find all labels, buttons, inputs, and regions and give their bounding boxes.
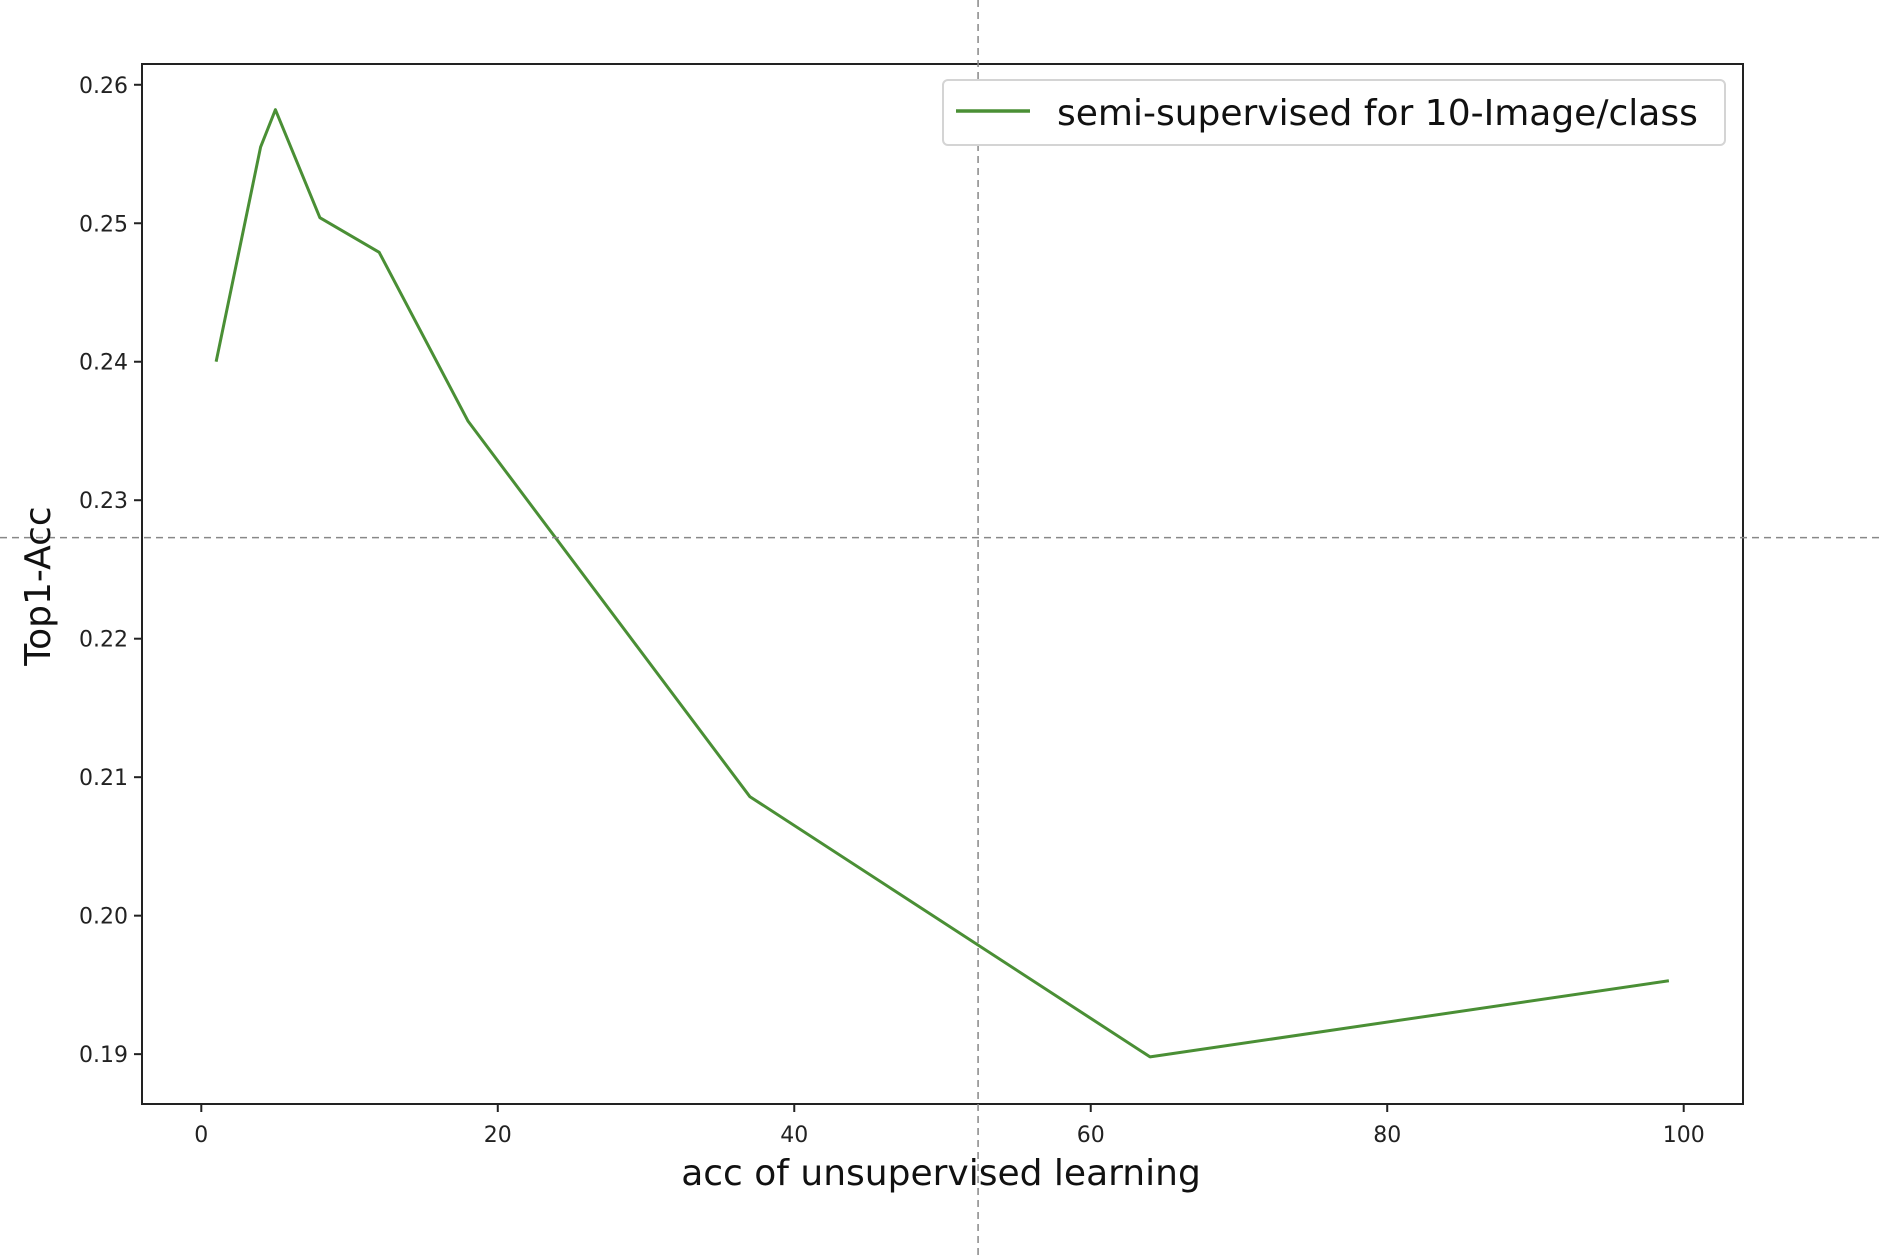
y-axis-label: Top1-Acc — [18, 506, 59, 666]
plot-frame — [141, 63, 1744, 1105]
x-axis-label: acc of unsupervised learning — [681, 1153, 1201, 1194]
x-tick-label: 100 — [1663, 1123, 1705, 1148]
x-tick-label: 0 — [194, 1123, 208, 1148]
y-tick-label: 0.20 — [79, 905, 128, 930]
x-axis: 0 20 40 60 80 100 — [194, 1104, 1705, 1148]
x-tick-label: 40 — [780, 1123, 808, 1148]
x-tick-label: 60 — [1077, 1123, 1105, 1148]
legend-label: semi-supervised for 10-Image/class — [1057, 93, 1698, 134]
legend-box — [942, 79, 1726, 146]
y-tick-label: 0.19 — [79, 1043, 128, 1068]
y-tick-label: 0.25 — [79, 212, 128, 237]
y-axis: 0.19 0.20 0.21 0.22 0.23 0.24 0.25 0.26 — [79, 74, 142, 1068]
y-tick-label: 0.26 — [79, 74, 128, 99]
x-tick-label: 20 — [484, 1123, 512, 1148]
y-tick-label: 0.24 — [79, 351, 128, 376]
y-tick-label: 0.21 — [79, 766, 128, 791]
y-tick-label: 0.23 — [79, 489, 128, 514]
legend: semi-supervised for 10-Image/class — [942, 79, 1726, 146]
series-line — [214, 108, 1670, 1059]
x-tick-label: 80 — [1373, 1123, 1401, 1148]
y-tick-label: 0.22 — [79, 628, 128, 653]
